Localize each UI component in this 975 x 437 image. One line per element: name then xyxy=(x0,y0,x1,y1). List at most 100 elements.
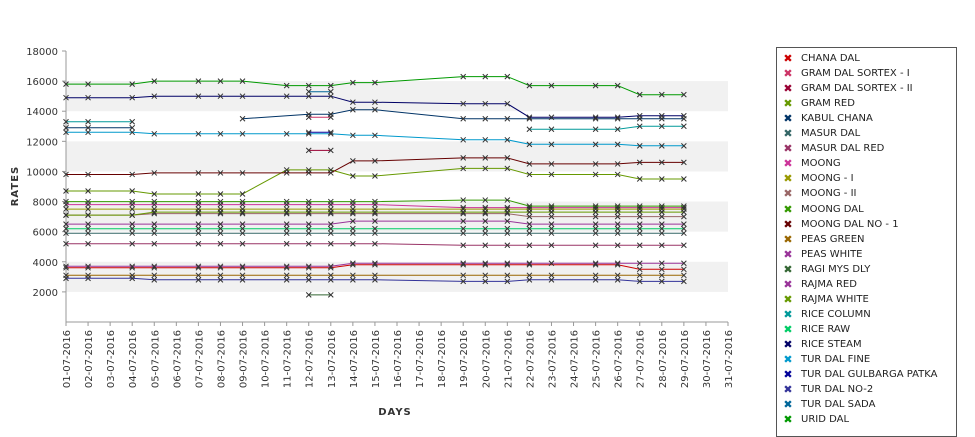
data-point xyxy=(327,272,334,279)
data-point xyxy=(548,114,555,121)
data-point xyxy=(658,278,665,285)
data-point xyxy=(636,278,643,285)
data-point xyxy=(195,198,202,205)
x-tick-label: 31-07-2016 xyxy=(724,330,735,388)
data-point xyxy=(548,272,555,279)
series-moong-dal xyxy=(63,197,687,209)
data-point xyxy=(151,240,158,247)
legend-item: ✖ MASUR DAL xyxy=(779,126,860,141)
data-point xyxy=(129,118,136,125)
data-point xyxy=(305,209,312,215)
legend-marker-icon: ✖ xyxy=(783,202,793,216)
data-point xyxy=(681,230,687,237)
data-point xyxy=(636,230,643,237)
data-point xyxy=(151,272,158,279)
series-line xyxy=(66,157,684,175)
series-line xyxy=(66,131,684,147)
data-point xyxy=(482,260,489,267)
data-point xyxy=(217,272,224,279)
series-line xyxy=(66,277,684,282)
data-point xyxy=(681,209,687,215)
data-point xyxy=(526,203,533,209)
data-point xyxy=(195,78,202,84)
data-point xyxy=(681,260,687,267)
chart-legend: ✖ CHANA DAL ✖ GRAM DAL SORTEX - I ✖ GRAM DAL … xyxy=(776,47,957,437)
data-point xyxy=(658,91,665,98)
data-point xyxy=(195,170,202,176)
data-point xyxy=(636,209,643,215)
legend-marker-icon: ✖ xyxy=(783,97,793,111)
data-point xyxy=(504,218,511,224)
data-point xyxy=(239,170,246,176)
data-point xyxy=(526,141,533,148)
data-point xyxy=(372,209,378,215)
x-tick-labels: 01-07-2016 02-07-2016 03-07-2016 04-07-2016… xyxy=(62,330,735,388)
legend-label: TUR DAL SADA xyxy=(801,399,876,411)
legend-marker-icon: ✖ xyxy=(783,307,793,321)
data-point xyxy=(350,198,356,205)
legend-item: ✖ RICE RAW xyxy=(779,322,850,337)
data-point xyxy=(151,209,158,215)
data-point xyxy=(636,142,643,149)
data-point xyxy=(658,112,665,119)
data-point xyxy=(151,198,158,205)
data-point xyxy=(504,209,511,215)
data-point xyxy=(681,123,687,130)
data-point xyxy=(151,130,158,137)
legend-label: MOONG - II xyxy=(801,188,857,200)
data-point xyxy=(85,275,91,282)
data-point xyxy=(372,240,378,247)
data-point xyxy=(63,240,69,247)
data-point xyxy=(151,263,158,270)
data-point xyxy=(63,275,69,282)
data-point xyxy=(63,221,69,227)
legend-item: ✖ RICE COLUMN xyxy=(779,307,870,322)
legend-marker-icon: ✖ xyxy=(783,292,793,306)
x-tick-label: 22-07-2016 xyxy=(525,330,536,388)
data-point xyxy=(350,240,356,247)
data-point xyxy=(548,141,555,148)
data-point xyxy=(350,132,356,139)
data-point xyxy=(327,230,334,237)
legend-item: ✖ MOONG - I xyxy=(779,171,853,186)
data-point xyxy=(350,225,356,232)
series-tur-dal-sada xyxy=(305,88,334,95)
data-point xyxy=(614,114,621,121)
data-point xyxy=(526,161,533,167)
legend-item: ✖ GRAM RED xyxy=(779,96,855,111)
series-tur-dal-no-2 xyxy=(63,275,687,285)
data-point xyxy=(681,176,687,182)
series-ragi-mys-dly xyxy=(305,292,334,298)
data-point xyxy=(460,136,467,143)
legend-item: ✖ MOONG DAL NO - 1 xyxy=(779,217,898,232)
data-point xyxy=(372,218,378,224)
data-point xyxy=(85,81,91,87)
data-point xyxy=(195,240,202,247)
data-point xyxy=(636,91,643,98)
legend-item: ✖ GRAM DAL SORTEX - II xyxy=(779,81,912,96)
data-point xyxy=(283,230,290,237)
data-point xyxy=(239,78,246,84)
data-point xyxy=(504,225,511,232)
y-tick-label: 2000 xyxy=(33,288,58,299)
data-point xyxy=(636,272,643,279)
data-point xyxy=(592,209,599,215)
data-point xyxy=(63,230,69,237)
data-point xyxy=(658,123,665,130)
data-point xyxy=(504,230,511,237)
data-point xyxy=(681,203,687,209)
data-point xyxy=(305,292,312,298)
series-urid-dal xyxy=(63,73,687,98)
data-point xyxy=(305,170,312,176)
data-point xyxy=(614,276,621,283)
data-point xyxy=(327,170,334,176)
legend-item: ✖ TUR DAL SADA xyxy=(779,397,875,412)
data-point xyxy=(592,225,599,232)
series-line xyxy=(66,211,684,216)
data-point xyxy=(592,260,599,267)
data-point xyxy=(614,230,621,237)
data-point xyxy=(85,221,91,227)
data-point xyxy=(548,209,555,215)
data-point xyxy=(658,242,665,249)
legend-marker-icon: ✖ xyxy=(783,172,793,186)
